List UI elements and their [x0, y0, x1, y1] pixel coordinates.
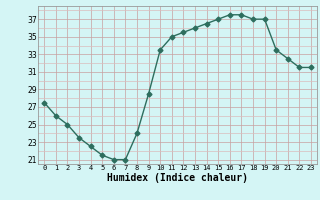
X-axis label: Humidex (Indice chaleur): Humidex (Indice chaleur): [107, 173, 248, 183]
